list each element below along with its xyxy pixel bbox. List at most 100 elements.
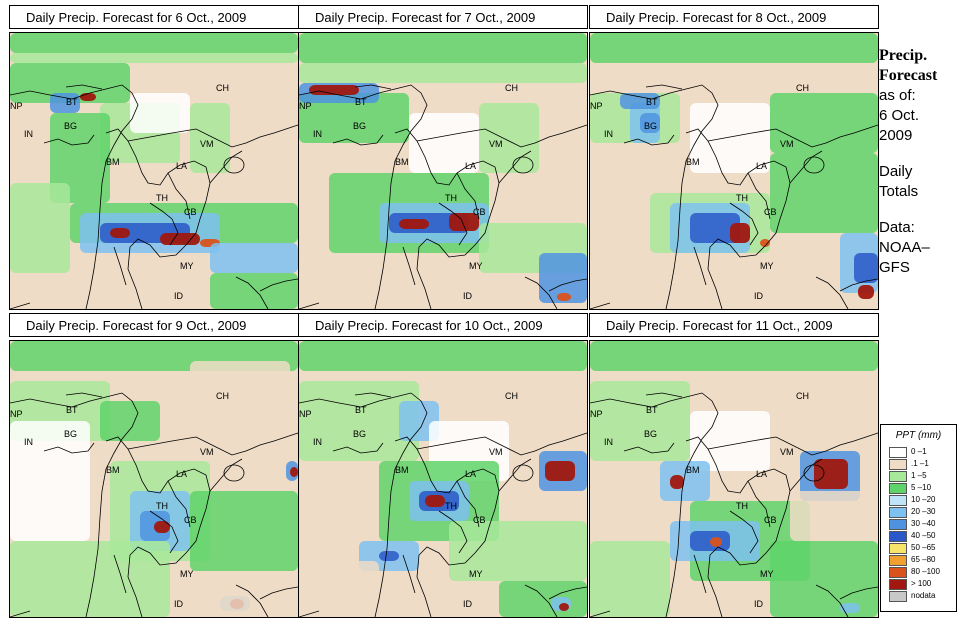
legend-swatch	[889, 519, 907, 530]
country-label-np: NP	[10, 409, 23, 419]
country-label-id: ID	[463, 599, 473, 609]
legend-entry: 40 –50	[889, 530, 956, 542]
country-label-la: LA	[756, 161, 767, 171]
boundary-line	[498, 150, 532, 184]
boundary-line	[402, 246, 416, 286]
legend-label: nodata	[911, 591, 936, 600]
source-line3: GFS	[879, 259, 910, 276]
precip-area	[425, 495, 445, 507]
asof-label: as of:	[879, 87, 916, 104]
boundary-line	[590, 392, 719, 617]
legend-swatch	[889, 495, 907, 506]
boundary-line	[43, 134, 95, 146]
legend-swatch	[889, 447, 907, 458]
country-label-bm: BM	[686, 465, 700, 475]
country-label-vm: VM	[780, 139, 794, 149]
precip-area	[590, 381, 690, 461]
country-label-in: IN	[313, 129, 322, 139]
boundary-line	[512, 156, 534, 174]
country-label-vm: VM	[489, 139, 503, 149]
boundary-line	[65, 392, 103, 398]
sidebar-heading-line2: Forecast	[879, 67, 938, 84]
type-line2: Totals	[879, 183, 919, 200]
boundary-line	[693, 554, 707, 594]
country-label-th: TH	[156, 193, 168, 203]
country-label-np: NP	[299, 409, 312, 419]
precip-area	[299, 561, 379, 617]
precip-area	[299, 63, 587, 83]
country-label-th: TH	[736, 193, 748, 203]
precip-area	[299, 93, 409, 143]
legend-swatch	[889, 591, 907, 602]
country-label-np: NP	[10, 101, 23, 111]
boundary-line	[747, 172, 771, 220]
legend-entry: 65 –80	[889, 554, 956, 566]
boundary-line	[394, 436, 500, 617]
precip-area	[210, 571, 298, 617]
country-label-my: MY	[180, 569, 194, 579]
map-canvas: NP BT IN BG BM CH VM LA TH CB MY ID	[10, 33, 298, 309]
precip-area	[50, 93, 80, 113]
precip-area	[690, 213, 740, 243]
boundary-line	[685, 128, 791, 309]
legend-entry: 20 –30	[889, 506, 956, 518]
legend-title: PPT (mm)	[895, 430, 942, 441]
precip-area	[399, 219, 429, 229]
legend-swatch	[889, 483, 907, 494]
boundary-line	[685, 436, 791, 617]
boundary-line	[299, 84, 428, 309]
boundary-line	[438, 510, 468, 554]
country-label-th: TH	[156, 501, 168, 511]
legend-entry: .1 –1	[889, 458, 956, 470]
boundary-line	[167, 480, 191, 528]
precip-area	[210, 273, 298, 309]
boundary-line	[259, 586, 298, 600]
precip-area	[210, 243, 298, 273]
country-label-cb: CB	[184, 515, 197, 525]
legend-label: 1 –5	[911, 471, 927, 480]
country-label-ch: CH	[505, 391, 518, 401]
country-label-bt: BT	[66, 405, 78, 415]
country-label-in: IN	[604, 129, 613, 139]
precip-area	[160, 233, 200, 245]
country-label-ch: CH	[796, 83, 809, 93]
precip-area	[190, 361, 290, 421]
precip-area	[10, 53, 298, 63]
legend-swatch	[889, 507, 907, 518]
precip-area	[790, 491, 878, 541]
legend-label: > 100	[911, 579, 932, 588]
boundary-line	[512, 464, 534, 482]
country-label-ch: CH	[796, 391, 809, 401]
boundary-line	[590, 302, 611, 309]
country-label-np: NP	[590, 101, 603, 111]
precip-map: NP BT IN BG BM CH VM LA TH CB MY ID	[298, 340, 588, 618]
date-line1: 6 Oct.	[879, 107, 920, 124]
boundary-line	[456, 480, 480, 528]
precip-area	[130, 93, 190, 133]
legend-label: .1 –1	[911, 459, 929, 468]
precip-map: NP BT IN BG BM CH VM LA TH CB MY ID	[589, 340, 879, 618]
precip-area	[640, 113, 660, 133]
source-line2: NOAA–	[879, 239, 930, 256]
country-label-my: MY	[760, 261, 774, 271]
boundary-line	[299, 392, 428, 617]
precip-area	[710, 537, 722, 547]
boundary-line	[645, 392, 683, 398]
boundary-line	[729, 202, 759, 246]
boundary-line	[815, 584, 849, 617]
country-label-np: NP	[590, 409, 603, 419]
precip-area	[10, 33, 298, 53]
country-label-th: TH	[445, 193, 457, 203]
precip-area	[499, 581, 587, 617]
legend-label: 0 –1	[911, 447, 927, 456]
precip-area	[770, 93, 878, 153]
type-line1: Daily	[879, 163, 913, 180]
country-label-la: LA	[756, 469, 767, 479]
precip-area	[110, 228, 130, 238]
panel-title: Daily Precip. Forecast for 7 Oct., 2009	[298, 5, 588, 29]
country-label-my: MY	[469, 261, 483, 271]
legend-swatch	[889, 567, 907, 578]
country-label-bm: BM	[395, 465, 409, 475]
country-label-la: LA	[465, 469, 476, 479]
boundary-line	[127, 432, 298, 456]
